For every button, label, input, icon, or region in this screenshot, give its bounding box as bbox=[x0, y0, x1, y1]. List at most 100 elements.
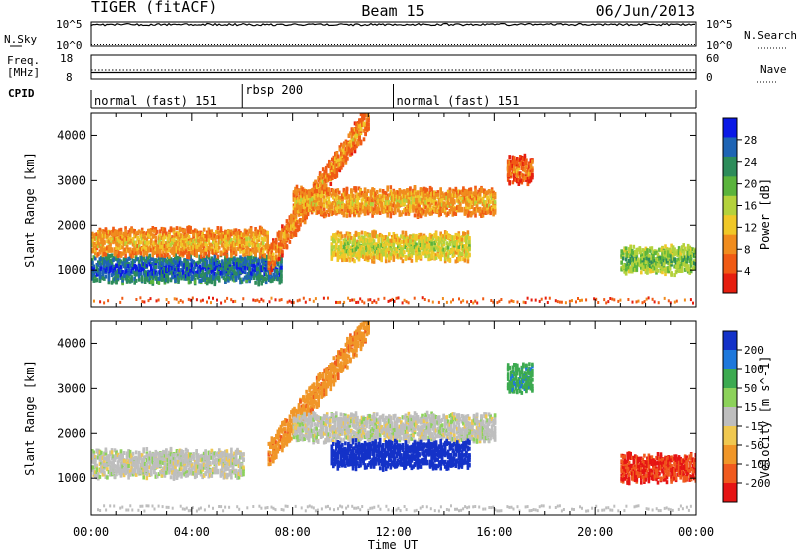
data-cell bbox=[157, 240, 161, 245]
data-cell bbox=[454, 193, 458, 198]
data-cell bbox=[181, 248, 185, 253]
data-cell bbox=[195, 273, 198, 278]
data-cell bbox=[254, 280, 257, 285]
data-cell bbox=[213, 258, 217, 262]
data-cell bbox=[233, 250, 236, 255]
data-cell bbox=[453, 199, 456, 204]
data-cell bbox=[153, 228, 156, 233]
data-cell bbox=[258, 274, 262, 279]
data-cell bbox=[332, 188, 335, 193]
data-cell bbox=[199, 254, 203, 259]
data-cell bbox=[456, 208, 459, 213]
data-cell bbox=[212, 276, 215, 281]
data-cell bbox=[428, 211, 432, 216]
data-cell bbox=[416, 193, 420, 198]
data-cell bbox=[199, 257, 203, 262]
data-cell bbox=[124, 247, 127, 252]
data-cell bbox=[136, 230, 139, 235]
data-cell bbox=[124, 229, 127, 233]
data-cell bbox=[360, 207, 364, 212]
data-cell bbox=[275, 274, 279, 279]
data-cell bbox=[210, 275, 214, 280]
data-cell bbox=[298, 208, 302, 213]
freq-tick-top: 18 bbox=[60, 52, 73, 65]
data-cell bbox=[404, 208, 408, 213]
data-cell bbox=[322, 189, 326, 194]
data-cell bbox=[143, 248, 147, 253]
data-cell bbox=[216, 254, 220, 259]
data-cell bbox=[374, 209, 377, 214]
data-cell bbox=[201, 265, 204, 270]
data-cell bbox=[332, 155, 336, 160]
data-cell bbox=[205, 262, 209, 267]
data-cell bbox=[100, 236, 103, 241]
data-cell bbox=[207, 240, 211, 245]
data-cell bbox=[157, 236, 161, 241]
data-cell bbox=[215, 275, 218, 280]
data-cell bbox=[261, 265, 265, 270]
data-cell bbox=[207, 279, 211, 284]
data-cell bbox=[249, 248, 253, 253]
data-cell bbox=[280, 277, 283, 282]
data-cell bbox=[243, 249, 247, 254]
data-cell bbox=[231, 241, 235, 246]
data-cell bbox=[242, 263, 245, 268]
data-cell bbox=[356, 192, 359, 197]
data-cell bbox=[481, 213, 485, 218]
data-cell bbox=[145, 271, 149, 276]
data-cell bbox=[343, 154, 346, 159]
data-cell bbox=[257, 261, 260, 266]
data-cell bbox=[101, 276, 105, 281]
data-cell bbox=[407, 207, 411, 212]
data-cell bbox=[237, 231, 241, 235]
data-cell bbox=[183, 250, 186, 255]
data-cell bbox=[419, 200, 423, 205]
data-cell bbox=[198, 259, 201, 264]
data-cell bbox=[94, 250, 97, 255]
data-cell bbox=[115, 257, 118, 262]
data-cell bbox=[269, 246, 272, 251]
data-cell bbox=[213, 279, 217, 284]
data-cell bbox=[330, 242, 334, 247]
data-cell bbox=[333, 204, 337, 209]
data-cell bbox=[284, 244, 287, 248]
data-cell bbox=[246, 245, 250, 250]
data-cell bbox=[324, 211, 327, 216]
data-cell bbox=[278, 230, 281, 235]
data-cell bbox=[125, 234, 129, 239]
data-cell bbox=[212, 258, 215, 263]
data-cell bbox=[184, 267, 188, 272]
data-cell bbox=[297, 202, 300, 207]
data-cell bbox=[193, 248, 197, 252]
data-cell bbox=[92, 249, 96, 254]
data-cell bbox=[356, 133, 360, 138]
data-cell bbox=[119, 244, 123, 249]
freq-tick-bottom: 8 bbox=[66, 71, 73, 84]
data-cell bbox=[190, 240, 194, 245]
data-cell bbox=[156, 247, 159, 252]
data-cell bbox=[124, 262, 127, 267]
data-cell bbox=[95, 253, 99, 258]
data-cell bbox=[147, 228, 150, 233]
data-cell bbox=[290, 215, 293, 220]
data-cell bbox=[171, 235, 174, 240]
data-cell bbox=[270, 257, 274, 262]
data-cell bbox=[224, 261, 227, 266]
data-cell bbox=[394, 193, 397, 198]
data-cell bbox=[355, 132, 358, 137]
data-cell bbox=[212, 236, 215, 241]
data-cell bbox=[162, 270, 165, 275]
data-cell bbox=[412, 196, 415, 201]
data-cell bbox=[91, 248, 94, 253]
data-cell bbox=[273, 259, 277, 263]
data-cell bbox=[98, 272, 102, 277]
data-cell bbox=[260, 226, 263, 231]
data-cell bbox=[264, 256, 268, 261]
data-cell bbox=[277, 260, 280, 265]
data-cell bbox=[362, 204, 365, 209]
data-cell bbox=[359, 210, 362, 215]
data-cell bbox=[484, 211, 488, 215]
data-cell bbox=[255, 261, 259, 266]
data-cell bbox=[150, 280, 153, 285]
data-cell bbox=[298, 199, 302, 204]
